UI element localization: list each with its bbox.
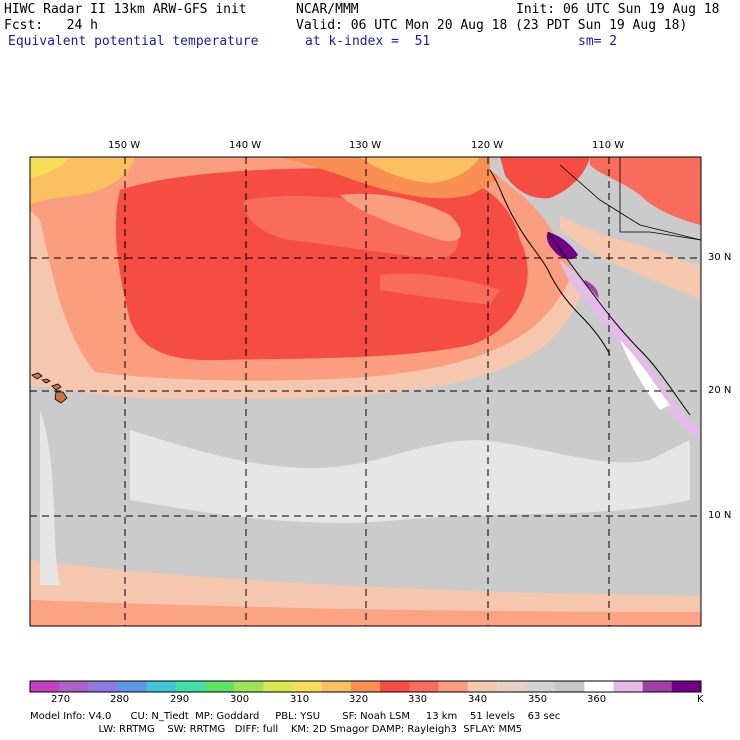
colorbar-swatch xyxy=(671,681,702,692)
header-smoothing: sm= 2 xyxy=(578,34,618,49)
baja-dark-purple xyxy=(546,232,578,260)
cbar-tick-300: 300 xyxy=(230,694,250,705)
colorbar-swatch xyxy=(30,681,60,692)
colorbar-swatch xyxy=(146,681,177,692)
colorbar-swatch xyxy=(234,681,264,692)
field-north-light xyxy=(360,157,480,183)
header-init-time: Init: 06 UTC Sun 19 Aug 18 xyxy=(516,2,720,17)
colorbar-swatch xyxy=(642,681,673,692)
colorbar-swatch xyxy=(350,681,381,692)
cbar-tick-330: 330 xyxy=(408,694,428,705)
colorbar-swatch xyxy=(613,681,644,692)
graticule xyxy=(30,157,701,626)
header-field-name: Equivalent potential temperature xyxy=(8,34,259,49)
field-red-streak-2 xyxy=(340,193,461,242)
header-org: NCAR/MMM xyxy=(296,2,359,17)
cbar-tick-350: 350 xyxy=(528,694,548,705)
footer-physics: LW: RRTMG SW: RRTMG DIFF: full KM: 2D Sm… xyxy=(0,724,523,735)
theta-e-field xyxy=(30,157,701,626)
field-red-streak-3 xyxy=(380,273,500,305)
colorbar-swatch xyxy=(584,681,614,692)
colorbar-swatch xyxy=(409,681,439,692)
header-valid-time: Valid: 06 UTC Mon 20 Aug 18 (23 PDT Sun … xyxy=(296,18,688,33)
cbar-tick-270: 270 xyxy=(51,694,71,705)
field-nw-orange xyxy=(30,157,135,205)
colorbar-swatch xyxy=(467,681,498,692)
cbar-tick-290: 290 xyxy=(170,694,190,705)
lon-label-130w: 130 W xyxy=(349,140,382,151)
gulf-coastline xyxy=(547,231,691,416)
colorbar-swatch xyxy=(117,681,148,692)
gulf-white xyxy=(620,340,670,410)
colorbar-swatch xyxy=(59,681,89,692)
colorbar-swatch xyxy=(205,681,235,692)
colorbar-swatch xyxy=(380,681,410,692)
footer-model-info: Model Info: V4.0 CU: N_Tiedt MP: Goddard… xyxy=(30,711,561,722)
cbar-unit: K xyxy=(697,694,704,705)
lat-label-20n: 20 N xyxy=(708,385,732,396)
colorbar-swatch xyxy=(525,681,556,692)
colorbar-swatch xyxy=(88,681,119,692)
colorbar-swatch xyxy=(555,681,585,692)
field-tropic-light xyxy=(130,430,690,523)
colorbar-frame xyxy=(29,680,702,693)
cbar-tick-280: 280 xyxy=(110,694,130,705)
land-red-north xyxy=(500,157,590,199)
colorbar-swatch xyxy=(321,681,352,692)
colorbar-swatch xyxy=(496,681,527,692)
header-model-title: HIWC Radar II 13km ARW-GFS init xyxy=(4,2,247,17)
header-level: at k-index = 51 xyxy=(305,34,431,49)
colorbar-swatch xyxy=(438,681,469,692)
lat-label-10n: 10 N xyxy=(708,510,732,521)
lon-label-150w: 150 W xyxy=(108,140,141,151)
gulf-lavender xyxy=(560,260,700,440)
cbar-tick-320: 320 xyxy=(349,694,369,705)
field-nw-yellow xyxy=(30,157,70,178)
map-frame xyxy=(29,156,702,627)
colorbar xyxy=(29,680,702,693)
lon-label-140w: 140 W xyxy=(229,140,262,151)
pacific-coastline xyxy=(489,169,611,356)
state-line xyxy=(619,157,701,241)
lon-label-120w: 120 W xyxy=(471,140,504,151)
hawaii-islands xyxy=(31,372,68,404)
field-west-light xyxy=(40,410,60,585)
land-red-ne xyxy=(590,157,701,225)
cbar-tick-340: 340 xyxy=(468,694,488,705)
lon-label-110w: 110 W xyxy=(592,140,625,151)
colorbar-swatch xyxy=(263,681,294,692)
header-forecast-hour: Fcst: 24 h xyxy=(4,18,98,33)
cbar-tick-310: 310 xyxy=(290,694,310,705)
cbar-tick-360: 360 xyxy=(587,694,607,705)
colorbar-swatch xyxy=(175,681,206,692)
lat-label-30n: 30 N xyxy=(708,252,732,263)
colorbar-swatch xyxy=(292,681,323,692)
